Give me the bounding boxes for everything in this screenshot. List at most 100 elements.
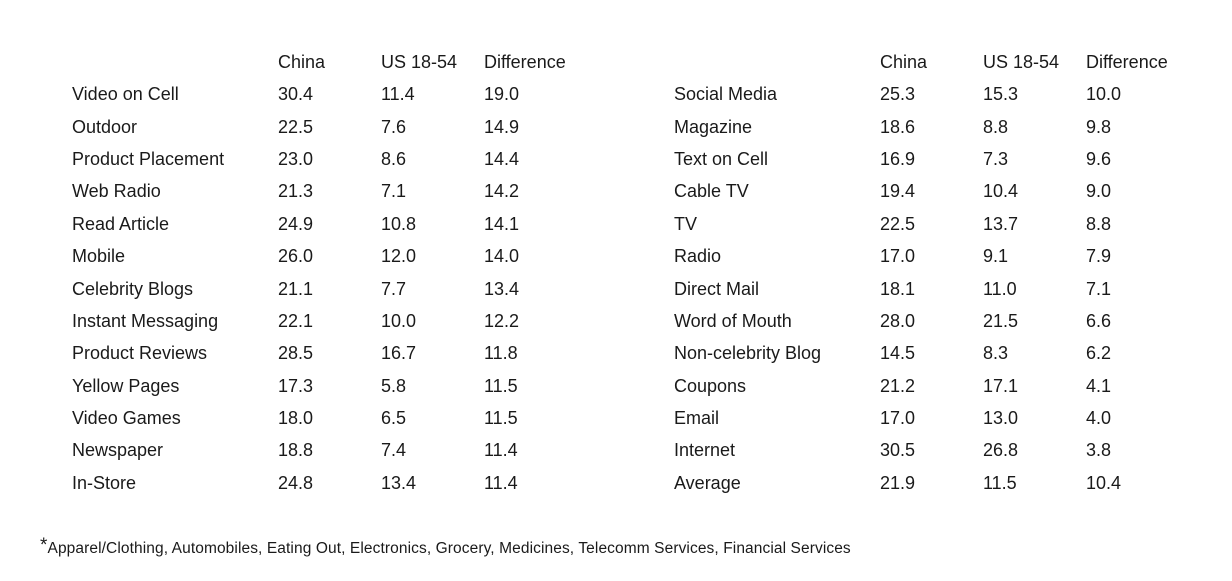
- table-row: Mobile 26.0 12.0 14.0: [72, 240, 584, 272]
- table-row: TV 22.5 13.7 8.8: [674, 208, 1186, 240]
- difference-value: 14.9: [484, 116, 520, 137]
- table-row: Text on Cell 16.9 7.3 9.6: [674, 143, 1186, 175]
- difference-value: 9.0: [1086, 181, 1112, 202]
- us-value: 7.6: [381, 116, 407, 137]
- header-us: US 18-54: [381, 52, 458, 72]
- us-value: 12.0: [381, 246, 417, 267]
- us-value: 11.4: [381, 84, 415, 105]
- us-value: 17.1: [983, 375, 1019, 396]
- row-label: Non-celebrity Blog: [674, 343, 822, 364]
- us-value: 8.3: [983, 343, 1009, 364]
- table-row: In-Store 24.8 13.4 11.4: [72, 467, 584, 499]
- table-row: Coupons 21.2 17.1 4.1: [674, 370, 1186, 402]
- header-china: China: [278, 52, 326, 72]
- china-value: 21.3: [278, 181, 314, 202]
- table-row: Yellow Pages 17.3 5.8 11.5: [72, 370, 584, 402]
- us-value: 26.8: [983, 440, 1019, 461]
- us-value: 9.1: [983, 246, 1009, 267]
- row-label: Product Reviews: [72, 343, 208, 364]
- table-row: Social Media 25.3 15.3 10.0: [674, 78, 1186, 110]
- difference-value: 9.6: [1086, 148, 1112, 169]
- row-label: Cable TV: [674, 181, 749, 202]
- china-value: 21.9: [880, 472, 916, 493]
- us-value: 16.7: [381, 343, 417, 364]
- table-row: Radio 17.0 9.1 7.9: [674, 240, 1186, 272]
- difference-value: 14.1: [484, 213, 520, 234]
- china-value: 21.2: [880, 375, 916, 396]
- difference-value: 6.6: [1086, 310, 1112, 331]
- row-label: Web Radio: [72, 181, 161, 202]
- us-value: 10.0: [381, 310, 417, 331]
- china-value: 16.9: [880, 148, 916, 169]
- difference-value: 10.4: [1086, 472, 1122, 493]
- china-value: 18.1: [880, 278, 916, 299]
- difference-value: 7.1: [1086, 278, 1112, 299]
- row-label: Magazine: [674, 116, 753, 137]
- row-label: Email: [674, 408, 720, 429]
- row-label: Social Media: [674, 84, 778, 105]
- left-table: China US 18-54 Difference Video on Cell 3…: [72, 46, 584, 499]
- china-value: 22.1: [278, 310, 314, 331]
- china-value: 22.5: [880, 213, 916, 234]
- difference-value: 13.4: [484, 278, 520, 299]
- row-label: Text on Cell: [674, 148, 769, 169]
- difference-value: 11.4: [484, 472, 518, 493]
- china-value: 17.3: [278, 375, 314, 396]
- row-label: Newspaper: [72, 440, 164, 461]
- header-difference: Difference: [484, 52, 566, 72]
- china-value: 19.4: [880, 181, 916, 202]
- row-label: Celebrity Blogs: [72, 278, 194, 299]
- difference-value: 11.8: [484, 343, 518, 364]
- row-label: Video on Cell: [72, 84, 179, 105]
- table-row: Email 17.0 13.0 4.0: [674, 402, 1186, 434]
- difference-value: 11.5: [484, 375, 518, 396]
- china-value: 24.8: [278, 472, 314, 493]
- right-table: China US 18-54 Difference Social Media 25…: [674, 46, 1186, 499]
- footnote-marker: *: [40, 535, 48, 556]
- footnote-text: Apparel/Clothing, Automobiles, Eating Ou…: [47, 540, 851, 557]
- difference-value: 3.8: [1086, 440, 1112, 461]
- row-label: Internet: [674, 440, 736, 461]
- us-value: 7.4: [381, 440, 407, 461]
- us-value: 7.7: [381, 278, 407, 299]
- difference-value: 10.0: [1086, 84, 1122, 105]
- row-label: Direct Mail: [674, 278, 760, 299]
- row-label: Radio: [674, 246, 722, 267]
- china-value: 18.6: [880, 116, 916, 137]
- row-label: Average: [674, 472, 741, 493]
- difference-value: 7.9: [1086, 246, 1112, 267]
- row-label: Read Article: [72, 213, 170, 234]
- us-value: 7.1: [381, 181, 407, 202]
- difference-value: 11.5: [484, 408, 518, 429]
- china-value: 24.9: [278, 213, 314, 234]
- row-label: Mobile: [72, 246, 126, 267]
- china-value: 28.0: [880, 310, 916, 331]
- difference-value: 11.4: [484, 440, 518, 461]
- right-rows: Social Media 25.3 15.3 10.0 Magazine 18.6 8.8 9…: [674, 78, 1186, 499]
- table-row: Web Radio 21.3 7.1 14.2: [72, 175, 584, 207]
- difference-value: 12.2: [484, 310, 520, 331]
- china-value: 18.8: [278, 440, 314, 461]
- table-row: Magazine 18.6 8.8 9.8: [674, 110, 1186, 142]
- table-row: Video Games 18.0 6.5 11.5: [72, 402, 584, 434]
- header-difference: Difference: [1086, 52, 1168, 72]
- china-value: 14.5: [880, 343, 916, 364]
- china-value: 28.5: [278, 343, 314, 364]
- table-row: Celebrity Blogs 21.1 7.7 13.4: [72, 272, 584, 304]
- difference-value: 4.1: [1086, 375, 1112, 396]
- header-china: China: [880, 52, 928, 72]
- table-row: Newspaper 18.8 7.4 11.4: [72, 434, 584, 466]
- difference-value: 19.0: [484, 84, 520, 105]
- difference-value: 14.2: [484, 181, 520, 202]
- difference-value: 9.8: [1086, 116, 1112, 137]
- row-label: In-Store: [72, 472, 137, 493]
- table-row: Average 21.9 11.5 10.4: [674, 467, 1186, 499]
- table-row: Internet 30.5 26.8 3.8: [674, 434, 1186, 466]
- row-label: Video Games: [72, 408, 181, 429]
- us-value: 15.3: [983, 84, 1019, 105]
- china-value: 17.0: [880, 408, 916, 429]
- row-label: Coupons: [674, 375, 747, 396]
- china-value: 21.1: [278, 278, 314, 299]
- difference-value: 14.4: [484, 148, 520, 169]
- left-rows: Video on Cell 30.4 11.4 19.0 Outdoor 22.5 7.6 1…: [72, 78, 584, 499]
